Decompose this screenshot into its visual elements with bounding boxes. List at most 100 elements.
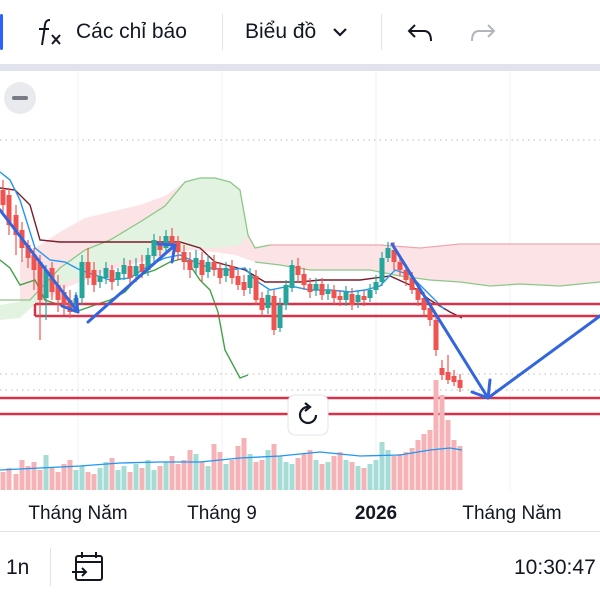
volume-bar — [163, 462, 169, 490]
volume-bar — [25, 466, 31, 490]
candle-body — [0, 190, 6, 205]
candle-body — [121, 265, 127, 274]
bottom-toolbar: 1n 10:30:47 — [0, 531, 600, 601]
volume-bar — [79, 466, 85, 490]
candle-body — [355, 295, 361, 302]
candle-body — [307, 284, 313, 292]
candle-body — [175, 242, 181, 252]
volume-bar — [415, 440, 421, 490]
candle-body — [271, 296, 277, 330]
candle-body — [145, 255, 151, 270]
volume-bar — [115, 470, 121, 490]
candle-body — [457, 380, 463, 388]
candle-body — [373, 282, 379, 290]
candle-body — [133, 266, 139, 276]
volume-bar — [379, 442, 385, 490]
volume-bar — [103, 462, 109, 490]
volume-bar — [217, 452, 223, 490]
candle-body — [109, 270, 115, 282]
candle-body — [427, 308, 433, 320]
volume-bar — [223, 464, 229, 490]
candle-body — [13, 215, 19, 235]
volume-bar — [283, 462, 289, 490]
volume-bar — [439, 395, 445, 490]
volume-bar — [253, 462, 259, 490]
redo-button[interactable] — [468, 12, 498, 52]
volume-bar — [427, 430, 433, 490]
volume-bar — [169, 456, 175, 490]
volume-bar — [289, 464, 295, 490]
chart-type-label: Biểu đồ — [245, 20, 317, 43]
volume-bar — [13, 474, 19, 490]
chart-type-button[interactable]: Biểu đồ — [245, 12, 350, 52]
volume-bar — [85, 472, 91, 490]
undo-icon — [405, 17, 435, 47]
toolbar-divider — [222, 14, 223, 50]
candle-body — [61, 292, 67, 305]
candle-body — [223, 268, 229, 276]
volume-bar — [397, 454, 403, 490]
indicators-button[interactable]: Các chỉ báo — [34, 12, 187, 52]
volume-bar — [319, 464, 325, 490]
volume-series — [0, 380, 463, 490]
x-tick-label: Tháng 9 — [187, 503, 257, 524]
price-chart[interactable]: Tháng Năm Tháng 9 2026 Tháng Năm — [0, 71, 600, 531]
volume-bar — [181, 460, 187, 490]
candle-body — [319, 284, 325, 295]
candle-body — [301, 274, 307, 285]
indicators-label: Các chỉ báo — [76, 20, 187, 43]
volume-bar — [337, 452, 343, 490]
collapse-indicators-button[interactable] — [4, 82, 36, 114]
volume-bar — [97, 468, 103, 490]
candle-body — [415, 288, 421, 300]
chart-area[interactable]: Tháng Năm Tháng 9 2026 Tháng Năm — [0, 71, 600, 531]
fx-icon — [34, 17, 64, 47]
undo-button[interactable] — [405, 12, 435, 52]
candle-body — [445, 372, 451, 380]
chart-toolbar: Các chỉ báo Biểu đồ — [0, 0, 600, 64]
candle-body — [421, 298, 427, 310]
candle-body — [385, 248, 391, 258]
volume-bar — [91, 474, 97, 490]
x-tick-label: Tháng Năm — [28, 503, 127, 524]
candle-body — [157, 242, 163, 250]
interval-button[interactable]: 1n — [6, 556, 30, 579]
volume-bar — [49, 468, 55, 490]
trend-arrows — [0, 208, 600, 400]
volume-bar — [457, 446, 463, 490]
candle-body — [91, 270, 97, 285]
candle-body — [367, 290, 373, 298]
toolbar-border — [0, 64, 600, 71]
redo-icon — [468, 17, 498, 47]
x-tick-label: Tháng Năm — [462, 503, 561, 524]
candle-body — [337, 296, 343, 300]
candle-body — [205, 262, 211, 272]
volume-bar — [19, 460, 25, 490]
volume-bar — [211, 444, 217, 490]
volume-bar — [271, 444, 277, 490]
candle-body — [43, 270, 49, 298]
candle-body — [6, 195, 12, 225]
volume-bar — [331, 456, 337, 490]
volume-bar — [247, 454, 253, 490]
candle-body — [79, 262, 85, 298]
x-axis: Tháng Năm Tháng 9 2026 Tháng Năm — [28, 503, 561, 524]
candle-body — [253, 276, 259, 300]
candle-body — [217, 268, 223, 278]
candle-body — [97, 276, 103, 282]
candle-body — [265, 295, 271, 308]
volume-bar — [391, 456, 397, 490]
go-to-date-icon[interactable] — [70, 550, 106, 586]
candle-body — [403, 270, 409, 280]
reset-chart-button[interactable] — [287, 394, 329, 436]
candle-body — [397, 262, 403, 270]
candle-body — [181, 252, 187, 262]
volume-bar — [151, 470, 157, 490]
volume-bar — [409, 448, 415, 490]
refresh-icon — [298, 405, 318, 425]
candle-body — [163, 236, 169, 248]
candle-body — [349, 294, 355, 305]
candle-body — [313, 284, 319, 290]
candle-body — [103, 268, 109, 278]
x-tick-label: 2026 — [355, 503, 397, 524]
